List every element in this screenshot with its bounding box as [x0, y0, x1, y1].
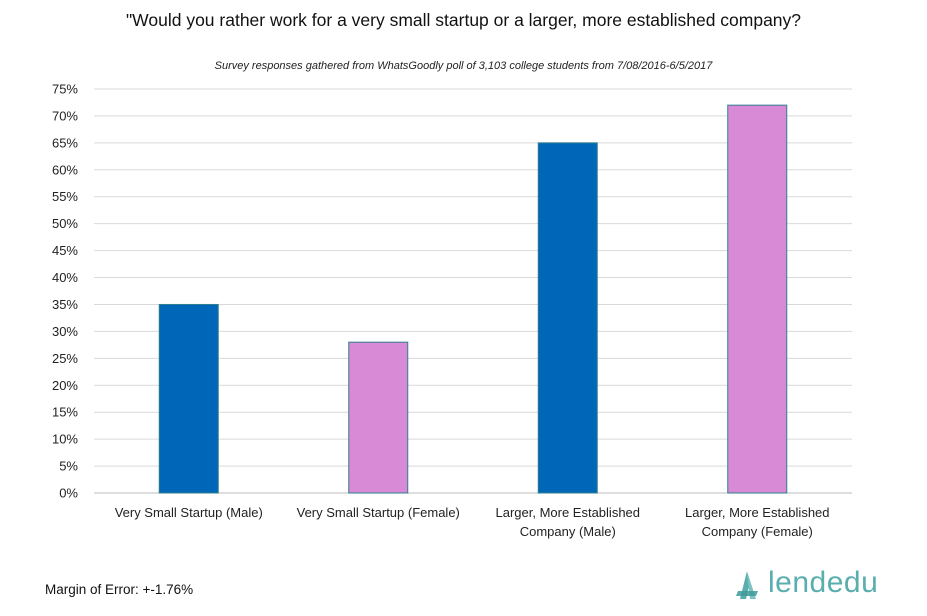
y-tick-label: 50%	[52, 216, 78, 231]
lendedu-logo-icon	[736, 571, 758, 599]
y-tick-label: 20%	[52, 378, 78, 393]
lendedu-logo-text: lendedu	[768, 566, 879, 599]
y-tick-label: 25%	[52, 351, 78, 366]
y-tick-label: 0%	[59, 486, 78, 501]
y-tick-label: 65%	[52, 135, 78, 150]
y-tick-label: 10%	[52, 432, 78, 447]
chart-title: "Would you rather work for a very small …	[125, 10, 802, 30]
x-tick-label: Larger, More Established	[685, 505, 830, 520]
y-tick-label: 45%	[52, 243, 78, 258]
y-tick-label: 75%	[52, 82, 78, 97]
y-tick-label: 40%	[52, 270, 78, 285]
bar	[348, 341, 409, 494]
x-tick-label: Company (Female)	[702, 524, 813, 539]
y-tick-label: 55%	[52, 189, 78, 204]
x-tick-label: Larger, More Established	[495, 505, 640, 520]
x-tick-label: Very Small Startup (Male)	[115, 505, 263, 520]
bar	[158, 303, 219, 494]
chart-subtitle: Survey responses gathered from WhatsGood…	[214, 60, 713, 72]
y-tick-label: 35%	[52, 297, 78, 312]
y-tick-label: 5%	[59, 459, 78, 474]
y-tick-label: 70%	[52, 108, 78, 123]
margin-of-error: Margin of Error: +-1.76%	[45, 582, 194, 597]
y-tick-label: 15%	[52, 405, 78, 420]
lendedu-logo: lendedu	[732, 566, 892, 606]
y-tick-label: 30%	[52, 324, 78, 339]
bar	[727, 104, 788, 494]
x-tick-label: Very Small Startup (Female)	[297, 505, 460, 520]
x-tick-label: Company (Male)	[520, 524, 616, 539]
bar	[537, 142, 598, 494]
y-tick-label: 60%	[52, 162, 78, 177]
